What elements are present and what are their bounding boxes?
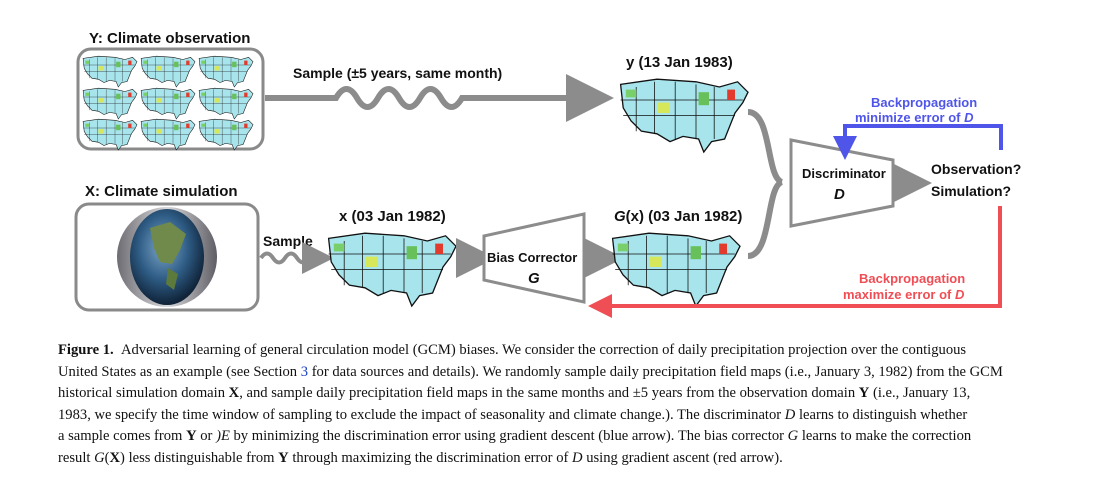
x-sample-map: [327, 232, 457, 307]
caption-line-1: Figure 1. Adversarial learning of genera…: [58, 342, 967, 358]
section-reference-link[interactable]: 3: [300, 363, 309, 380]
sample-x-arrow: [259, 242, 334, 274]
sample-x-label: Sample: [263, 233, 313, 249]
red-backprop-subtitle: maximize error of D: [843, 287, 965, 302]
red-backprop-title: Backpropagation: [859, 271, 965, 286]
caption-line-4: 1983, we specify the time window of samp…: [58, 406, 968, 423]
decision-observation: Observation?: [931, 161, 1021, 177]
caption-line-3: historical simulation domain X, and samp…: [58, 385, 971, 402]
y-sample-title: y (13 Jan 1983): [626, 54, 733, 71]
sample-y-arrow: [265, 74, 614, 122]
figure-caption: Figure 1. Adversarial learning of genera…: [58, 340, 1058, 470]
decision-simulation: Simulation?: [931, 183, 1011, 199]
caption-label: Figure 1.: [58, 342, 114, 358]
bias-corrector-block: [482, 212, 586, 304]
caption-line-6: result G(X) less distinguishable from Y …: [58, 449, 783, 466]
discriminator-symbol: D: [834, 186, 845, 203]
y-domain-title: Y: Climate observation: [89, 30, 250, 47]
blue-backprop-title: Backpropagation: [871, 95, 977, 110]
y-sample-map: [619, 78, 749, 153]
gx-to-discriminator-arrow: [747, 179, 784, 259]
blue-backprop-arrow: [833, 124, 1003, 160]
discriminator-block: [789, 138, 895, 228]
y-to-discriminator-arrow: [747, 109, 784, 185]
bias-corrector-label: Bias Corrector: [487, 250, 577, 265]
gx-title: G(x) (03 Jan 1982): [614, 208, 742, 225]
red-backprop-arrow: [588, 206, 1002, 318]
observation-map-grid: [82, 55, 254, 151]
adversarial-learning-figure: Y: Climate observation Sample (±5 years,…: [74, 30, 1021, 318]
x-sample-title: x (03 Jan 1982): [339, 208, 446, 225]
discriminator-label: Discriminator: [802, 166, 886, 181]
caption-line-5: a sample comes from Y or )E by minimizin…: [58, 428, 972, 445]
bias-corrector-symbol: G: [528, 270, 540, 287]
simulation-globe: [117, 207, 217, 307]
blue-backprop-subtitle: minimize error of D: [855, 110, 974, 125]
sample-y-label: Sample (±5 years, same month): [293, 65, 502, 81]
gx-sample-map: [611, 232, 741, 307]
x-domain-title: X: Climate simulation: [85, 183, 238, 200]
caption-line-2: United States as an example (see Section…: [58, 363, 1003, 380]
